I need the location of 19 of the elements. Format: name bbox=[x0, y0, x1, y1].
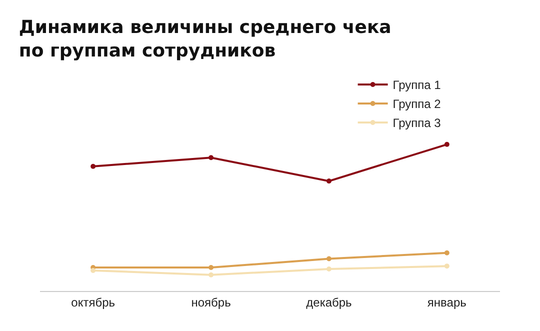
point bbox=[326, 256, 332, 262]
point bbox=[326, 266, 332, 272]
point bbox=[326, 178, 332, 184]
point bbox=[90, 164, 96, 169]
chart-title: Динамика величины среднего чека по группам сотрудников bbox=[18, 17, 392, 62]
point bbox=[444, 250, 450, 256]
x-tick-label: декабрь bbox=[306, 295, 352, 310]
legend-label: Группа 2 bbox=[392, 97, 442, 112]
point bbox=[444, 264, 450, 269]
x-tick-label: ноябрь bbox=[191, 295, 231, 310]
legend-label: Группа 1 bbox=[392, 78, 442, 92]
point bbox=[208, 155, 214, 160]
legend-label: Группа 3 bbox=[392, 116, 442, 130]
x-tick-label: январь bbox=[427, 295, 466, 310]
point bbox=[208, 272, 214, 278]
point bbox=[208, 265, 214, 270]
x-tick-label: октябрь bbox=[71, 295, 116, 310]
point bbox=[444, 142, 450, 147]
point bbox=[90, 268, 96, 273]
